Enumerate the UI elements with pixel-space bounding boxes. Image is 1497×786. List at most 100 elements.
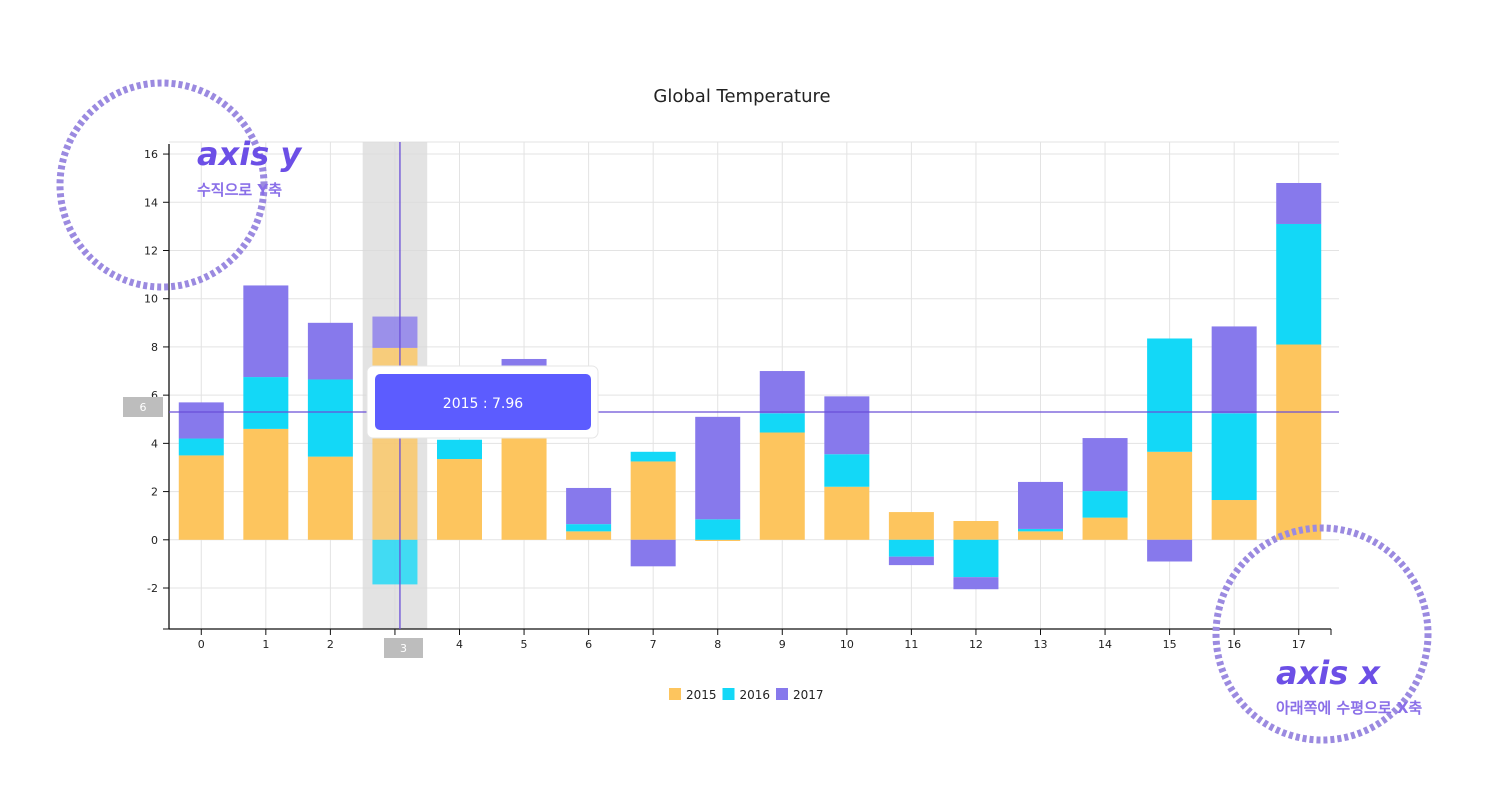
- y-tick-label: 0: [151, 534, 158, 547]
- y-tick-label: 8: [151, 341, 158, 354]
- x-tick-label: 10: [840, 638, 854, 651]
- bar-2017-6[interactable]: [566, 487, 612, 525]
- bar-2015-5[interactable]: [501, 436, 547, 540]
- bar-2017-9[interactable]: [759, 371, 805, 414]
- bar-2017-1[interactable]: [243, 285, 289, 378]
- bar-2017-13[interactable]: [1018, 481, 1063, 529]
- bar-2015-14[interactable]: [1082, 517, 1128, 540]
- x-tick-label: 7: [650, 638, 657, 651]
- bar-2017-12[interactable]: [953, 577, 999, 590]
- bar-2016-12[interactable]: [953, 539, 999, 578]
- y-guide-label: 6: [123, 397, 163, 417]
- y-tick-label: 12: [144, 244, 158, 257]
- x-tick-label: 6: [585, 638, 592, 651]
- x-tick-label: 8: [714, 638, 721, 651]
- x-axis-ticks: 0 1 2 4 5 6 7 8 9 10 11 12 13 14 15 16 17: [198, 629, 1306, 651]
- bar-2017-17[interactable]: [1276, 182, 1322, 224]
- x-tick-label: 14: [1098, 638, 1112, 651]
- x-tick-label: 9: [779, 638, 786, 651]
- callout-x-subtitle: 아래쪽에 수평으로 X축: [1276, 699, 1422, 717]
- tooltip: 2015 : 7.96: [366, 365, 599, 439]
- bar-2016-13[interactable]: [1018, 528, 1063, 532]
- legend-label-2016[interactable]: 2016: [740, 688, 771, 702]
- chart-title: Global Temperature: [653, 86, 830, 107]
- bar-2016-17[interactable]: [1276, 223, 1322, 345]
- bar-2016-9[interactable]: [759, 413, 805, 433]
- legend-label-2015[interactable]: 2015: [686, 688, 717, 702]
- bar-2015-0[interactable]: [178, 455, 224, 540]
- callout-y-title: axis y: [197, 135, 302, 173]
- bar-2017-8[interactable]: [695, 416, 741, 520]
- bar-2017-16[interactable]: [1211, 326, 1257, 414]
- bar-2016-2[interactable]: [307, 379, 353, 457]
- axes: [163, 144, 1332, 635]
- legend-swatch-2016[interactable]: [722, 688, 735, 700]
- bar-2016-6[interactable]: [566, 524, 612, 532]
- tooltip-text: 2015 : 7.96: [443, 396, 524, 412]
- x-tick-label: 16: [1227, 638, 1241, 651]
- bar-2016-16[interactable]: [1211, 413, 1257, 501]
- bar-2017-15[interactable]: [1147, 539, 1193, 562]
- y-axis-ticks: -2 0 2 4 6 8 10 12 14 16: [144, 148, 169, 595]
- callout-x-title: axis x: [1276, 654, 1381, 692]
- callout-x: axis x 아래쪽에 수평으로 X축: [1212, 524, 1432, 744]
- bar-2016-0[interactable]: [178, 438, 224, 456]
- bar-2015-4[interactable]: [437, 459, 482, 540]
- bar-2017-2[interactable]: [307, 322, 353, 380]
- legend-swatch-2017[interactable]: [776, 688, 788, 700]
- x-tick-label: 13: [1034, 638, 1048, 651]
- bar-2015-8[interactable]: [695, 539, 741, 542]
- bar-2017-10[interactable]: [824, 396, 870, 455]
- x-tick-label: 5: [521, 638, 528, 651]
- x-tick-label: 2: [327, 638, 334, 651]
- bar-2017-11[interactable]: [888, 556, 934, 566]
- bar-2015-10[interactable]: [824, 486, 870, 540]
- bar-2016-11[interactable]: [888, 539, 934, 557]
- x-tick-label: 0: [198, 638, 205, 651]
- bar-2015-13[interactable]: [1018, 531, 1063, 540]
- bar-2016-3[interactable]: [372, 539, 418, 585]
- x-tick-label: 12: [969, 638, 983, 651]
- bar-2015-2[interactable]: [307, 456, 353, 540]
- x-guide-label: 3: [384, 638, 423, 658]
- bar-2015-12[interactable]: [953, 520, 999, 540]
- bar-2016-4[interactable]: [437, 439, 482, 460]
- bar-2016-8[interactable]: [695, 519, 741, 540]
- bar-2016-7[interactable]: [630, 451, 676, 462]
- y-tick-label: 2: [151, 486, 158, 499]
- y-tick-label: 14: [144, 196, 158, 209]
- y-tick-label: 16: [144, 148, 158, 161]
- y-guide-label-text: 6: [140, 401, 147, 414]
- x-tick-label: 4: [456, 638, 463, 651]
- y-tick-label: -2: [147, 582, 158, 595]
- bars: [178, 182, 1322, 590]
- bar-2017-7[interactable]: [630, 539, 676, 567]
- bar-2015-9[interactable]: [759, 432, 805, 540]
- x-guide-label-text: 3: [400, 642, 407, 655]
- bar-2015-17[interactable]: [1276, 344, 1322, 540]
- bar-2015-7[interactable]: [630, 461, 676, 540]
- y-tick-label: 6: [151, 389, 158, 402]
- y-tick-label: 4: [151, 437, 158, 450]
- bar-2016-10[interactable]: [824, 454, 870, 487]
- bar-2015-11[interactable]: [888, 512, 934, 540]
- x-tick-label: 17: [1292, 638, 1306, 651]
- bar-2016-14[interactable]: [1082, 491, 1128, 518]
- callout-y: axis y 수직으로 Y축: [56, 79, 302, 291]
- bar-2017-0[interactable]: [178, 402, 224, 439]
- bar-2015-15[interactable]: [1147, 451, 1193, 540]
- bar-2016-1[interactable]: [243, 377, 289, 429]
- bar-2017-14[interactable]: [1082, 438, 1128, 492]
- x-tick-label: 15: [1163, 638, 1177, 651]
- bar-2015-16[interactable]: [1211, 500, 1257, 540]
- callout-y-subtitle: 수직으로 Y축: [197, 181, 282, 199]
- x-tick-label: 1: [262, 638, 269, 651]
- legend-label-2017[interactable]: 2017: [793, 688, 824, 702]
- bar-2017-3[interactable]: [372, 316, 418, 348]
- bar-2015-6[interactable]: [566, 531, 612, 540]
- bar-2016-15[interactable]: [1147, 338, 1193, 452]
- legend-swatch-2015[interactable]: [669, 688, 681, 700]
- legend: 2015 2016 2017: [669, 688, 824, 702]
- bar-2015-1[interactable]: [243, 428, 289, 540]
